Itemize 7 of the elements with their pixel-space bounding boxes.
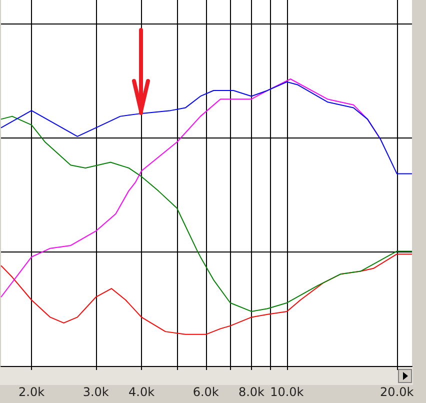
x-tick-label: 20.0k [380, 385, 414, 399]
x-tick-label: 2.0k [18, 385, 45, 399]
x-tick-label: 8.0k [238, 385, 265, 399]
x-tick-label: 10.0k [270, 385, 304, 399]
x-tick-label: 6.0k [192, 385, 219, 399]
x-tick-label: 4.0k [128, 385, 155, 399]
x-tick-label: 3.0k [82, 385, 109, 399]
